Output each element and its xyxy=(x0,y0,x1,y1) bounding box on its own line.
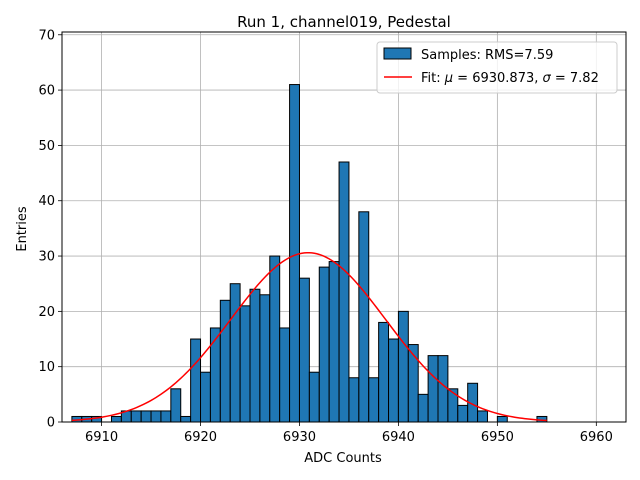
histogram-bar xyxy=(279,327,291,423)
x-axis-ticks: 6910 6920 6930 6940 6950 6960 xyxy=(85,422,613,445)
histogram-bar xyxy=(239,305,251,423)
y-tick-label: 0 xyxy=(47,416,55,431)
legend-samples-label: Samples: RMS=7.59 xyxy=(421,48,553,63)
gaussian-fit-line xyxy=(71,251,547,422)
histogram-bar xyxy=(229,283,241,423)
x-tick-label: 6930 xyxy=(283,430,316,445)
histogram-bar xyxy=(388,338,399,423)
histogram-bar xyxy=(328,261,340,423)
histogram-bar xyxy=(427,355,439,423)
x-tick-label: 6910 xyxy=(85,430,118,445)
histogram-bars xyxy=(71,84,548,423)
histogram-bar xyxy=(417,393,429,423)
x-tick-label: 6940 xyxy=(382,430,415,445)
histogram-bar xyxy=(209,327,221,423)
histogram-bar xyxy=(190,338,202,423)
histogram-bar xyxy=(140,410,152,423)
plot-frame xyxy=(61,31,627,423)
histogram-bar xyxy=(130,410,142,423)
histogram-bar xyxy=(368,377,380,423)
histogram-bar xyxy=(308,371,320,423)
histogram-bar xyxy=(219,299,231,423)
histogram-bar xyxy=(348,377,360,423)
y-tick-label: 30 xyxy=(38,250,55,265)
histogram-bar xyxy=(407,344,419,423)
x-tick-label: 6950 xyxy=(481,430,514,445)
histogram-bar xyxy=(358,211,370,423)
histogram-bar xyxy=(457,404,469,423)
histogram-bar xyxy=(269,255,281,423)
histogram-bar xyxy=(170,388,182,423)
histogram-bar xyxy=(397,310,409,423)
y-tick-label: 10 xyxy=(38,360,55,375)
y-tick-label: 60 xyxy=(38,84,55,99)
y-tick-label: 40 xyxy=(38,194,55,209)
chart-title: Run 1, channel019, Pedestal xyxy=(237,13,451,31)
histogram-bar xyxy=(200,371,211,423)
histogram-bar xyxy=(289,84,300,423)
histogram-bar xyxy=(180,415,192,423)
histogram-bar xyxy=(378,321,390,423)
histogram-bar xyxy=(110,415,122,423)
x-tick-label: 6920 xyxy=(184,430,217,445)
y-axis-ticks: 0 10 20 30 40 50 60 70 xyxy=(38,28,62,431)
histogram-bar xyxy=(150,410,162,423)
histogram-bar xyxy=(249,288,261,423)
histogram-bar xyxy=(477,410,488,423)
y-axis-label: Entries xyxy=(15,206,30,252)
histogram-bar xyxy=(318,266,330,423)
y-tick-label: 50 xyxy=(38,139,55,154)
legend-fit-label: Fit: μ = 6930.873, σ = 7.82 xyxy=(421,71,599,86)
legend-box xyxy=(376,41,618,94)
histogram-bar xyxy=(437,355,449,423)
histogram-bar xyxy=(160,410,172,423)
y-tick-label: 20 xyxy=(38,305,55,320)
histogram-bar xyxy=(338,161,350,423)
legend-samples-swatch xyxy=(383,47,412,60)
x-axis-label: ADC Counts xyxy=(304,451,382,466)
x-tick-label: 6960 xyxy=(580,430,613,445)
histogram-bar xyxy=(259,294,271,423)
y-tick-label: 70 xyxy=(38,28,55,43)
histogram-bar xyxy=(298,277,310,423)
histogram-bar xyxy=(496,415,508,423)
histogram-bar xyxy=(447,388,459,423)
legend: Samples: RMS=7.59 Fit: μ = 6930.873, σ =… xyxy=(376,41,618,94)
